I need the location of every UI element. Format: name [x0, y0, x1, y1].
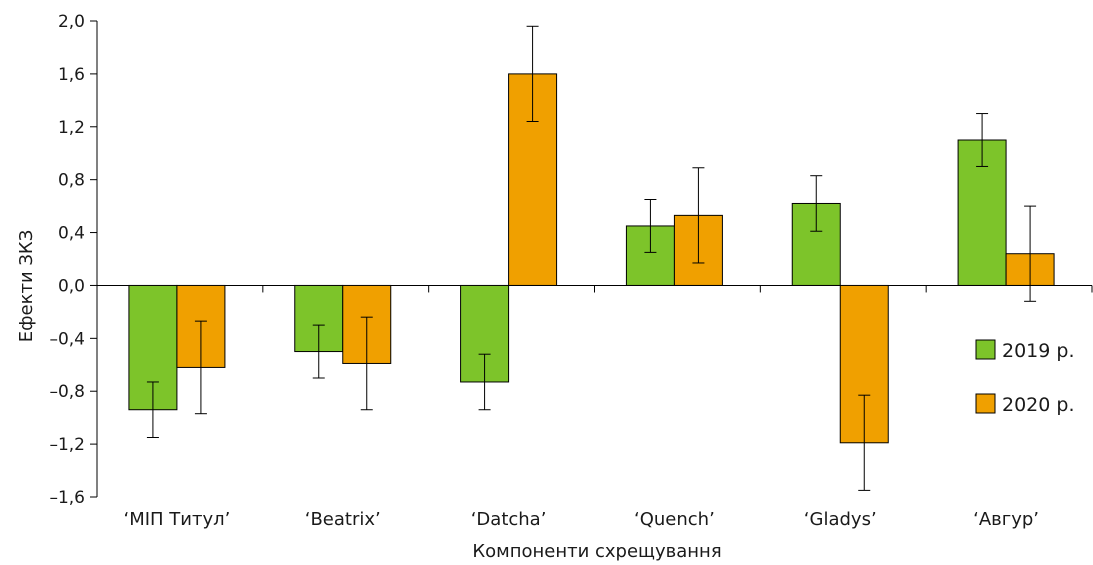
category-label: ‘Авгур’ — [973, 509, 1039, 530]
legend-swatch — [975, 393, 996, 414]
axes — [90, 20, 1093, 498]
y-tick-label: 1,2 — [58, 118, 85, 138]
error-bar — [526, 25, 539, 122]
labels: 2,0 1,6 1,2 0,8 0,4 0,0 –0,4 –0,8 –1,2 –1,6 ‘МІП Т… — [49, 12, 1039, 530]
error-bar — [692, 167, 705, 264]
error-bar — [810, 175, 823, 232]
legend-swatch — [975, 339, 996, 360]
category-label: ‘МІП Титул’ — [123, 509, 230, 530]
y-tick-label: 0,8 — [58, 171, 85, 191]
error-bars — [146, 25, 1037, 491]
legend-label: 2019 р. — [1002, 340, 1075, 362]
error-bar — [194, 320, 207, 415]
y-tick-label: –1,2 — [49, 435, 85, 455]
category-label: ‘Beatrix’ — [305, 509, 381, 530]
y-tick-label: –0,8 — [49, 382, 85, 402]
y-tick-label: 0,4 — [58, 224, 85, 244]
y-tick-label: 2,0 — [58, 12, 85, 32]
y-axis-title: Ефекти ЗКЗ — [16, 230, 37, 342]
error-bar — [360, 316, 373, 411]
y-tick-label: –0,4 — [49, 329, 85, 349]
error-bar — [858, 394, 871, 491]
error-bar — [644, 199, 657, 253]
y-tick-label: –1,6 — [49, 488, 85, 508]
x-axis-title: Компоненти схрещування — [472, 541, 721, 562]
error-bar — [312, 324, 325, 379]
error-bar — [976, 113, 989, 167]
y-tick-label: 0,0 — [58, 276, 85, 296]
legend-label: 2020 р. — [1002, 394, 1075, 416]
error-bar — [146, 381, 159, 438]
category-label: ‘Gladys’ — [804, 509, 877, 530]
y-tick-label: 1,6 — [58, 65, 85, 85]
error-bar — [1024, 205, 1037, 302]
bars — [128, 73, 1055, 444]
error-bar — [478, 353, 491, 411]
category-label: ‘Quench’ — [634, 509, 715, 530]
category-label: ‘Datcha’ — [471, 509, 547, 530]
legend: 2019 р. 2020 р. — [975, 339, 1075, 416]
